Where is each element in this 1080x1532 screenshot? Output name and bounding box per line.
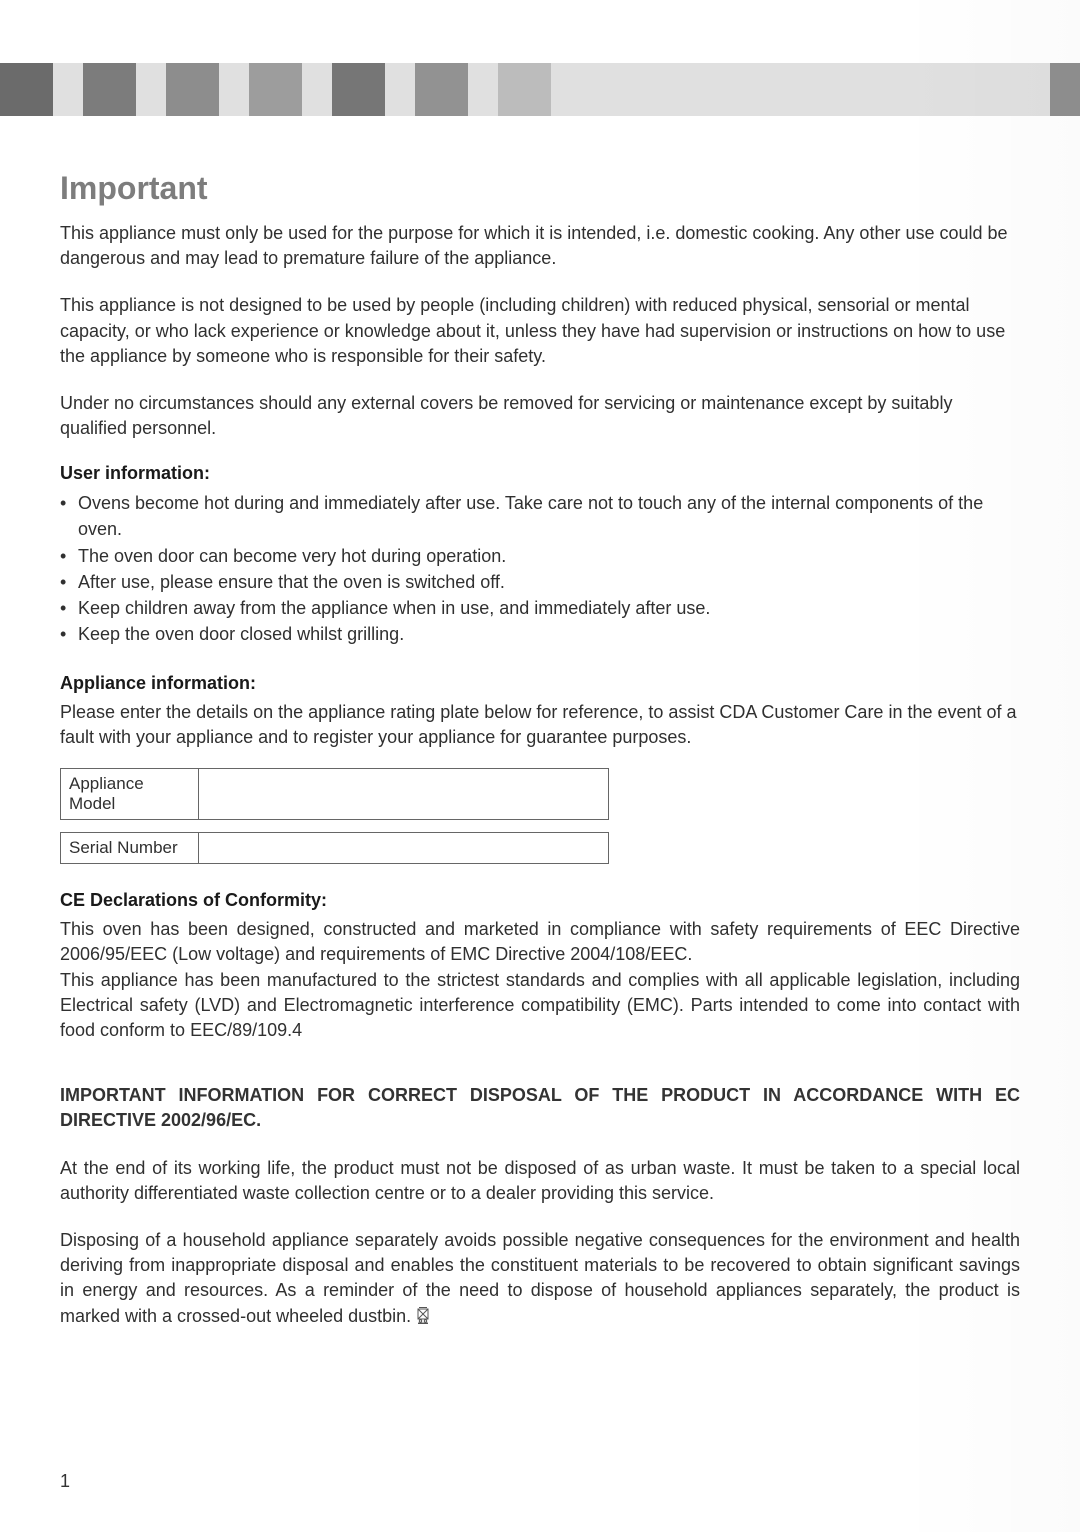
header-square — [498, 63, 551, 116]
list-item: Ovens become hot during and immediately … — [60, 490, 1020, 542]
header-square — [166, 63, 219, 116]
appliance-info-heading: Appliance information: — [60, 673, 1020, 694]
user-info-heading: User information: — [60, 463, 1020, 484]
table-cell-label: Appliance Model — [61, 769, 199, 820]
weee-icon — [416, 1306, 430, 1331]
list-item: The oven door can become very hot during… — [60, 543, 1020, 569]
content-area: Important This appliance must only be us… — [60, 170, 1020, 1353]
page-number: 1 — [60, 1471, 70, 1492]
header-square — [0, 63, 53, 116]
table-row: Serial Number — [61, 833, 609, 864]
disposal-paragraph-2: Disposing of a household appliance separ… — [60, 1228, 1020, 1331]
ce-paragraph-2: This appliance has been manufactured to … — [60, 968, 1020, 1044]
table-row: Appliance Model — [61, 769, 609, 820]
list-item: Keep children away from the appliance wh… — [60, 595, 1020, 621]
disposal-paragraph-1: At the end of its working life, the prod… — [60, 1156, 1020, 1206]
intro-paragraph-1: This appliance must only be used for the… — [60, 221, 1020, 271]
table-cell-label: Serial Number — [61, 833, 199, 864]
appliance-info-intro: Please enter the details on the applianc… — [60, 700, 1020, 750]
list-item: Keep the oven door closed whilst grillin… — [60, 621, 1020, 647]
intro-paragraph-2: This appliance is not designed to be use… — [60, 293, 1020, 369]
table-cell-value[interactable] — [199, 769, 609, 820]
header-square — [83, 63, 136, 116]
page-root: Important This appliance must only be us… — [0, 0, 1080, 1532]
header-right-accent — [1050, 63, 1080, 116]
header-square — [415, 63, 468, 116]
appliance-info-tables: Appliance Model Serial Number — [60, 768, 1020, 864]
intro-paragraph-3: Under no circumstances should any extern… — [60, 391, 1020, 441]
header-square — [249, 63, 302, 116]
header-squares — [0, 63, 551, 116]
header-square — [332, 63, 385, 116]
page-title: Important — [60, 170, 1020, 207]
disposal-paragraph-2-text: Disposing of a household appliance separ… — [60, 1230, 1020, 1326]
info-table: Appliance Model — [60, 768, 609, 820]
ce-paragraph-1: This oven has been designed, constructed… — [60, 917, 1020, 967]
table-cell-value[interactable] — [199, 833, 609, 864]
disposal-heading: IMPORTANT INFORMATION FOR CORRECT DISPOS… — [60, 1083, 1020, 1133]
list-item: After use, please ensure that the oven i… — [60, 569, 1020, 595]
info-table: Serial Number — [60, 832, 609, 864]
user-info-list: Ovens become hot during and immediately … — [60, 490, 1020, 647]
ce-heading: CE Declarations of Conformity: — [60, 890, 1020, 911]
